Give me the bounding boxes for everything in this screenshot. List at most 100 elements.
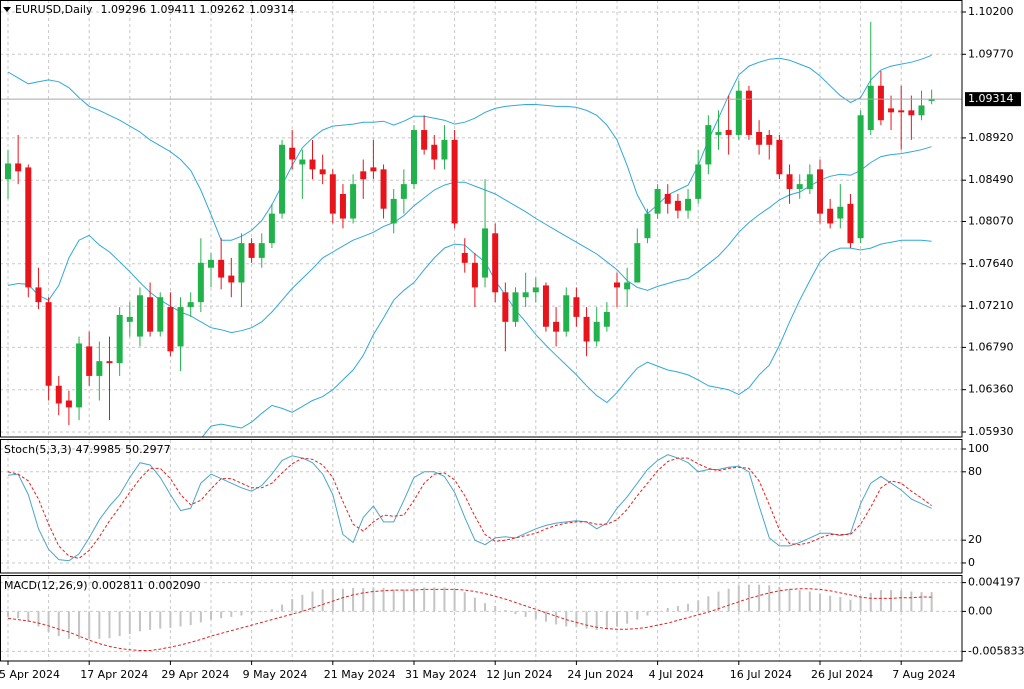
- candle-body: [289, 147, 296, 160]
- stoch-panel: [0, 440, 962, 573]
- candle-body: [644, 213, 651, 239]
- candle-body: [218, 259, 225, 278]
- macd-bar: [240, 611, 243, 616]
- candle-body: [360, 171, 367, 180]
- price-header: EURUSD,Daily 1.09296 1.09411 1.09262 1.09314: [15, 3, 294, 16]
- candle-body: [624, 282, 631, 290]
- candle-body: [238, 243, 245, 283]
- candle-body: [5, 163, 11, 180]
- macd-bar: [260, 611, 263, 613]
- macd-bar: [534, 611, 537, 619]
- candle-body: [756, 131, 763, 145]
- macd-bar: [27, 611, 30, 622]
- candle-body: [766, 134, 773, 145]
- header-open: 1.09296: [100, 3, 146, 16]
- candle-body: [776, 139, 783, 175]
- candle-body: [502, 292, 509, 322]
- candle-body: [309, 159, 316, 170]
- candle-body: [482, 228, 489, 278]
- macd-bar: [676, 605, 679, 612]
- macd-bar: [920, 592, 923, 612]
- candle-body: [563, 295, 570, 332]
- current-price-box: [965, 92, 1021, 107]
- macd-bar: [890, 590, 893, 612]
- macd-bar: [199, 611, 202, 623]
- macd-bar: [555, 611, 558, 625]
- macd-bar: [413, 588, 415, 612]
- stoch-frame: [0, 439, 963, 574]
- candle-body: [634, 243, 641, 283]
- candle-body: [461, 252, 468, 263]
- macd-bar: [930, 592, 933, 612]
- stoch-d-value: 50.2977: [125, 443, 171, 456]
- y-tick-label: 80: [968, 465, 982, 478]
- macd-bar: [727, 588, 730, 612]
- y-tick-label: 1.05930: [968, 425, 1014, 438]
- x-tick-label: 26 Jul 2024: [811, 668, 873, 681]
- candle-body: [674, 200, 681, 211]
- candle-body: [370, 167, 377, 172]
- y-tick-label: 0: [968, 556, 975, 569]
- current-price-label: 1.09314: [968, 92, 1014, 105]
- macd-bar: [737, 585, 740, 612]
- macd-bar: [808, 591, 811, 612]
- y-tick-label: 1.06360: [968, 383, 1014, 396]
- x-tick-label: 16 Jul 2024: [730, 668, 792, 681]
- macd-bar: [778, 586, 781, 612]
- y-tick-label: 1.07640: [968, 257, 1014, 270]
- price-panel: [0, 0, 962, 437]
- macd-bar: [311, 591, 314, 612]
- x-tick-label: 21 May 2024: [324, 668, 396, 681]
- candle-body: [258, 243, 265, 258]
- candle-body: [268, 213, 275, 244]
- macd-bar: [220, 611, 223, 619]
- menu-triangle[interactable]: [3, 7, 11, 12]
- macd-bar: [646, 611, 649, 616]
- candle-body: [857, 115, 864, 239]
- macd-bar: [210, 611, 212, 620]
- macd-bar: [301, 594, 304, 612]
- indicator-line: [201, 239, 932, 437]
- macd-bar: [747, 584, 750, 612]
- x-tick-label: 31 May 2024: [405, 668, 477, 681]
- header-low: 1.09262: [199, 3, 245, 16]
- candle-body: [542, 285, 549, 327]
- macd-bar: [900, 590, 903, 612]
- y-tick-label: 0.004197: [968, 576, 1021, 589]
- macd-bar: [423, 587, 426, 612]
- macd-bar: [372, 587, 375, 612]
- macd-bar: [717, 591, 720, 612]
- macd-bar: [230, 611, 233, 617]
- candle-body: [512, 292, 519, 322]
- macd-bar: [626, 611, 629, 624]
- candle-body: [65, 400, 72, 408]
- candle-body: [167, 307, 174, 352]
- macd-bar: [169, 611, 172, 628]
- candle-body: [817, 169, 823, 214]
- macd-bar: [67, 611, 70, 639]
- macd-bar: [250, 611, 253, 614]
- candle-body: [918, 105, 925, 116]
- macd-bar: [321, 589, 324, 612]
- price-frame: [0, 0, 963, 438]
- candle-body: [177, 307, 184, 347]
- macd-bar: [118, 611, 121, 637]
- macd-bar: [453, 588, 456, 612]
- y-tick-label: 1.07210: [968, 299, 1014, 312]
- stoch-k-value: 47.9985: [76, 443, 122, 456]
- candle-body: [45, 302, 52, 386]
- candle-body: [76, 343, 83, 408]
- macd-bar: [829, 595, 832, 612]
- macd-bar: [484, 603, 487, 612]
- candle-body: [208, 259, 214, 268]
- macd-bar: [88, 611, 91, 640]
- macd-bar: [565, 611, 568, 627]
- macd-bar: [687, 603, 690, 612]
- macd-bar: [819, 593, 821, 612]
- macd-bar: [473, 597, 476, 612]
- candle-body: [157, 297, 164, 332]
- candle-body: [735, 90, 742, 135]
- x-tick-label: 24 Jun 2024: [567, 668, 633, 681]
- candle-body: [126, 316, 133, 322]
